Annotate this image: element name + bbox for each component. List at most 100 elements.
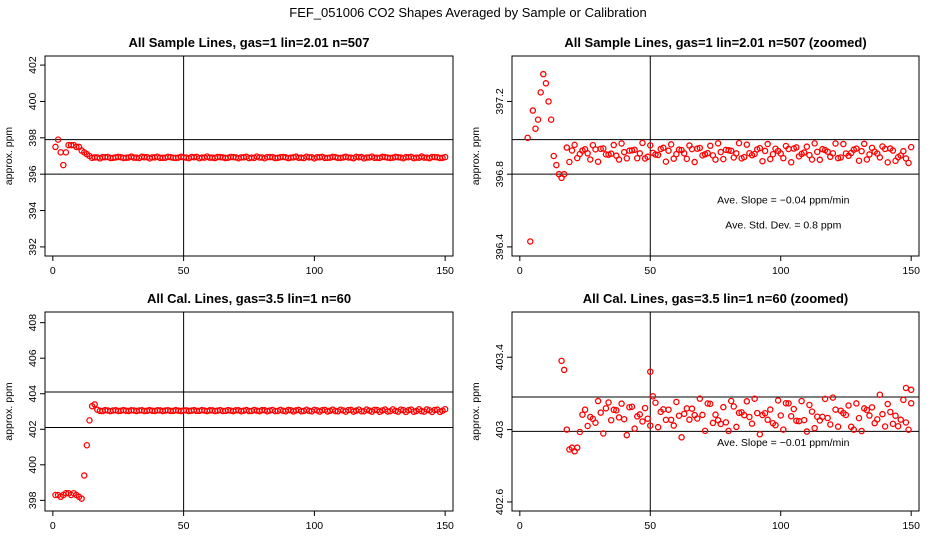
data-point xyxy=(54,136,62,143)
data-point xyxy=(874,416,881,423)
y-tick-label: 396 xyxy=(27,165,39,183)
data-point xyxy=(607,416,615,424)
data-point xyxy=(842,411,850,419)
y-tick-label: 402 xyxy=(27,420,39,438)
data-point xyxy=(714,140,722,147)
data-point xyxy=(894,422,902,430)
data-point xyxy=(620,415,628,423)
y-axis-label: approx. ppm xyxy=(3,127,15,186)
data-point xyxy=(654,423,662,431)
data-point xyxy=(860,140,868,148)
data-point xyxy=(829,150,837,157)
data-point xyxy=(816,156,824,164)
data-point xyxy=(441,405,449,413)
data-point xyxy=(814,148,821,156)
data-point xyxy=(667,416,675,424)
panel-title: All Sample Lines, gas=1 lin=2.01 n=507 (… xyxy=(564,35,866,50)
data-point xyxy=(793,144,800,151)
plot-frame xyxy=(44,55,454,257)
data-point xyxy=(613,407,620,414)
data-point xyxy=(740,153,748,161)
data-point xyxy=(709,419,717,427)
data-point xyxy=(829,394,837,401)
data-point xyxy=(610,406,618,414)
figure-title: FEF_051006 CO2 Shapes Averaged by Sample… xyxy=(289,5,647,20)
data-point xyxy=(686,416,693,423)
plot-frame xyxy=(511,55,920,257)
data-point xyxy=(636,150,644,157)
data-point xyxy=(824,414,831,422)
data-point xyxy=(579,411,586,418)
data-point xyxy=(628,403,636,411)
data-point xyxy=(683,405,691,412)
data-point xyxy=(568,147,576,154)
x-tick-label: 100 xyxy=(772,520,790,532)
data-point xyxy=(761,409,769,417)
data-point xyxy=(524,134,531,142)
data-point xyxy=(876,154,884,161)
data-point xyxy=(767,406,774,413)
data-point xyxy=(91,401,98,408)
data-point xyxy=(764,140,771,148)
data-point xyxy=(717,420,724,428)
data-point xyxy=(769,150,777,158)
data-point xyxy=(821,395,829,403)
data-point xyxy=(584,150,591,157)
data-point xyxy=(727,147,735,155)
data-point xyxy=(902,384,910,392)
data-point xyxy=(563,144,571,151)
y-tick-label: 394 xyxy=(27,202,39,220)
data-point xyxy=(753,409,761,417)
data-point xyxy=(712,156,719,163)
data-point xyxy=(884,159,891,166)
data-point xyxy=(800,416,808,424)
data-point xyxy=(623,431,631,439)
data-point xyxy=(707,142,714,150)
data-point xyxy=(850,426,858,433)
y-tick-label: 402.6 xyxy=(494,489,506,515)
data-point xyxy=(866,151,873,158)
data-point xyxy=(563,426,571,433)
data-point xyxy=(855,414,863,422)
data-point xyxy=(761,147,769,155)
data-point xyxy=(889,147,897,154)
y-tick-label: 406 xyxy=(27,349,39,367)
data-point xyxy=(439,154,446,162)
data-point xyxy=(907,400,915,407)
data-point xyxy=(558,357,565,365)
data-point xyxy=(631,425,638,432)
data-point xyxy=(670,422,678,429)
y-axis-label: approx. ppm xyxy=(470,382,482,441)
x-tick-label: 50 xyxy=(178,520,190,532)
data-point xyxy=(581,406,589,413)
data-point xyxy=(78,495,85,502)
data-point xyxy=(662,158,670,165)
data-point xyxy=(803,143,811,150)
data-point xyxy=(680,410,688,418)
data-point xyxy=(610,141,618,149)
data-point xyxy=(800,149,808,156)
x-tick-label: 100 xyxy=(306,265,324,277)
data-point xyxy=(537,89,544,96)
data-point xyxy=(722,419,730,426)
data-point xyxy=(845,402,852,409)
data-point xyxy=(827,421,834,428)
data-point xyxy=(662,416,670,424)
data-point xyxy=(594,397,602,405)
data-point xyxy=(534,116,542,123)
annotation-text: Ave. Slope = −0.04 ppm/min xyxy=(717,194,849,206)
data-point xyxy=(727,397,735,405)
data-point xyxy=(649,393,657,400)
data-point xyxy=(560,170,568,178)
annotation-text: Ave. Slope = −0.01 ppm/min xyxy=(717,437,849,449)
data-point xyxy=(639,139,646,147)
data-point xyxy=(725,427,732,435)
data-point xyxy=(667,141,675,148)
data-point xyxy=(683,155,691,163)
data-point xyxy=(905,159,912,167)
data-point xyxy=(748,420,756,427)
data-point xyxy=(441,153,449,161)
data-point xyxy=(560,366,568,374)
data-point xyxy=(767,155,774,163)
data-point xyxy=(654,151,662,159)
